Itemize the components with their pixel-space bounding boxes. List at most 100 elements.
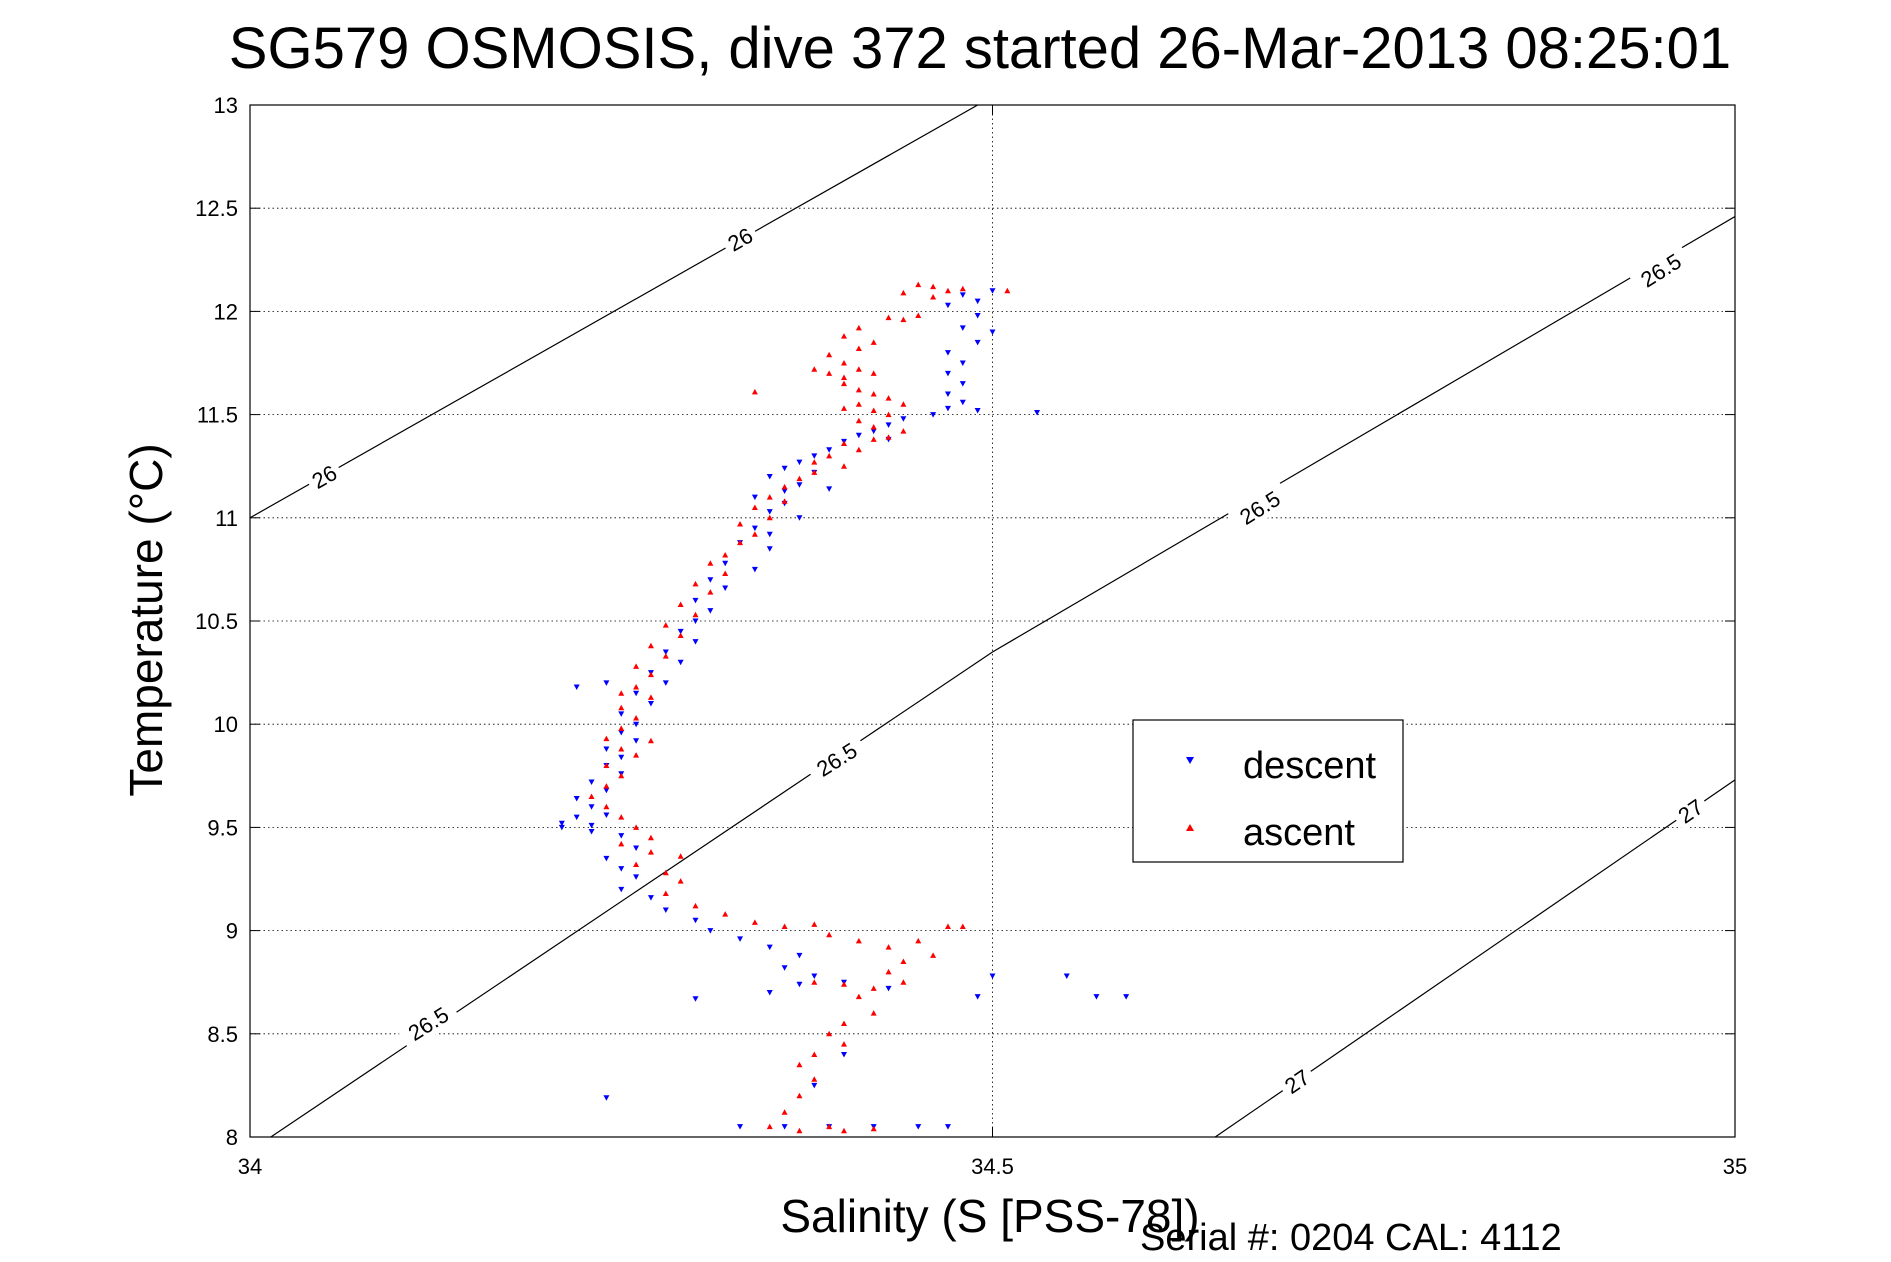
data-point-descent	[603, 1095, 610, 1101]
data-point-descent	[1063, 973, 1070, 980]
data-point-descent	[944, 1124, 951, 1130]
data-point-descent	[588, 779, 595, 785]
data-point-ascent	[900, 289, 907, 296]
data-point-descent	[647, 895, 654, 901]
y-tick-label: 9.5	[207, 815, 238, 840]
data-point-ascent	[677, 632, 684, 638]
data-point-descent	[573, 814, 580, 821]
data-point-ascent	[930, 952, 937, 958]
data-point-ascent	[766, 1123, 773, 1130]
data-point-descent	[944, 391, 951, 397]
data-point-ascent	[870, 339, 877, 345]
data-point-descent	[692, 639, 699, 645]
data-point-descent	[558, 820, 565, 827]
data-point-descent	[766, 990, 773, 996]
data-point-ascent	[781, 483, 788, 490]
data-point-ascent	[1004, 287, 1011, 294]
data-point-ascent	[915, 937, 922, 944]
data-point-ascent	[841, 463, 847, 469]
data-point-descent	[677, 628, 684, 635]
contour-label-bg	[303, 456, 346, 497]
data-point-descent	[573, 684, 580, 691]
data-point-ascent	[618, 704, 625, 711]
data-point-descent	[692, 618, 699, 624]
data-point-descent	[1123, 994, 1130, 1000]
data-point-ascent	[826, 1123, 833, 1130]
data-point-ascent	[677, 878, 684, 884]
data-point-ascent	[915, 281, 922, 288]
data-point-ascent	[662, 890, 669, 896]
legend-ascent-label: ascent	[1243, 812, 1355, 854]
data-point-ascent	[796, 1061, 803, 1068]
data-point-descent	[885, 422, 892, 428]
data-point-ascent	[841, 405, 847, 411]
data-point-descent	[811, 1082, 818, 1089]
data-point-descent	[692, 597, 699, 604]
data-point-descent	[974, 407, 981, 414]
data-point-ascent	[870, 423, 877, 430]
data-point-ascent	[841, 333, 847, 339]
data-point-descent	[915, 1124, 922, 1130]
data-point-ascent	[841, 380, 847, 387]
x-tick-label: 34	[238, 1154, 262, 1179]
data-point-ascent	[855, 366, 862, 372]
y-tick-label: 8.5	[207, 1022, 238, 1047]
data-point-descent	[633, 738, 640, 744]
data-point-descent	[573, 796, 580, 802]
data-point-ascent	[855, 345, 862, 352]
data-point-ascent	[811, 1051, 818, 1057]
data-point-ascent	[751, 531, 758, 537]
y-tick-label: 12.5	[195, 196, 238, 221]
data-point-descent	[1093, 994, 1100, 1000]
data-point-ascent	[900, 979, 907, 985]
data-point-ascent	[855, 417, 862, 424]
data-point-ascent	[826, 370, 833, 376]
data-point-descent	[751, 566, 758, 573]
data-point-ascent	[766, 494, 773, 500]
data-point-descent	[722, 585, 729, 591]
data-point-ascent	[811, 459, 818, 465]
data-point-ascent	[618, 745, 625, 752]
data-point-descent	[796, 952, 803, 959]
data-point-descent	[944, 405, 951, 412]
data-point-ascent	[855, 937, 862, 944]
data-point-descent	[989, 973, 996, 980]
data-point-ascent	[677, 601, 684, 607]
data-point-ascent	[618, 814, 625, 820]
data-point-ascent	[633, 861, 640, 868]
data-point-descent	[737, 1124, 744, 1130]
data-point-ascent	[870, 370, 877, 376]
data-point-descent	[811, 453, 818, 459]
data-point-ascent	[618, 725, 625, 731]
data-point-descent	[900, 416, 907, 422]
data-point-descent	[662, 649, 669, 655]
data-point-ascent	[722, 551, 729, 558]
data-point-ascent	[885, 434, 892, 440]
data-point-descent	[618, 754, 625, 761]
data-point-descent	[989, 288, 996, 294]
data-point-descent	[603, 680, 610, 686]
legend: descent ascent	[1132, 719, 1404, 863]
data-point-ascent	[633, 715, 640, 721]
data-point-descent	[959, 292, 966, 298]
data-point-ascent	[900, 958, 907, 965]
data-point-ascent	[633, 663, 640, 669]
data-point-descent	[692, 917, 699, 924]
data-point-ascent	[944, 923, 951, 929]
data-point-descent	[781, 1124, 788, 1130]
data-points	[558, 281, 1130, 1134]
data-point-descent	[781, 465, 788, 472]
data-point-ascent	[959, 285, 966, 292]
data-point-ascent	[811, 366, 818, 372]
data-point-ascent	[618, 840, 625, 847]
legend-ascent-marker	[1186, 824, 1194, 831]
data-point-ascent	[707, 589, 714, 595]
data-point-ascent	[841, 1041, 847, 1047]
data-point-descent	[603, 855, 610, 862]
data-point-descent	[618, 886, 625, 893]
data-point-descent	[796, 459, 803, 466]
data-point-ascent	[647, 849, 654, 855]
data-point-ascent	[900, 401, 907, 407]
data-point-ascent	[603, 762, 610, 768]
data-point-descent	[766, 531, 773, 538]
